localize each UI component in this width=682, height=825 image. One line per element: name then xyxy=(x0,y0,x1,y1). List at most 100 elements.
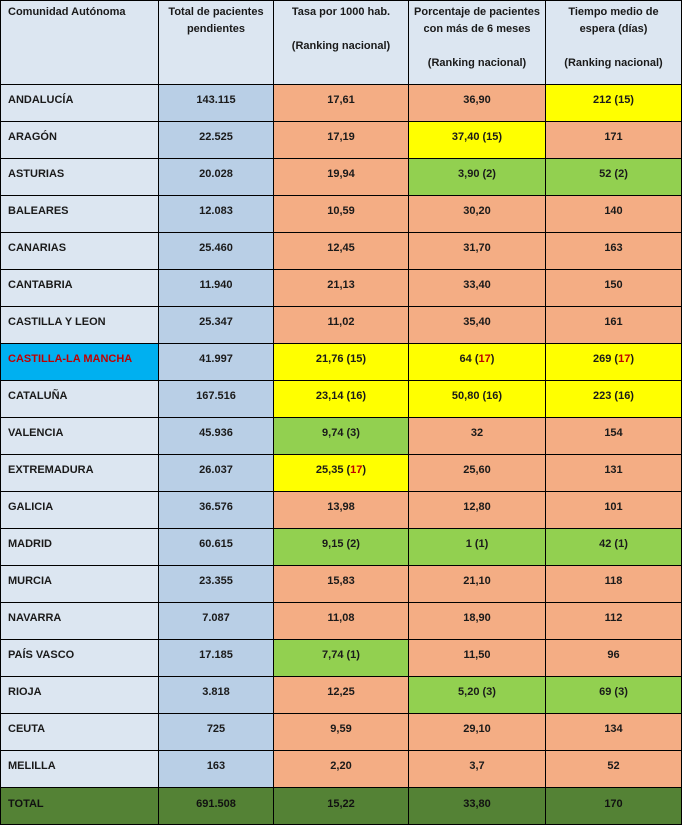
table-row: ANDALUCÍA 143.115 17,61 36,90 212 (15) xyxy=(0,84,682,122)
wait-cell: 223 (16) xyxy=(545,380,682,418)
total-cell: 143.115 xyxy=(158,84,274,122)
rate-cell: 25,35 (17) xyxy=(273,454,409,492)
total-cell: 25.460 xyxy=(158,232,274,270)
header-wait-time: Tiempo medio de espera (días) (Ranking n… xyxy=(545,0,682,85)
table-row: EXTREMADURA 26.037 25,35 (17) 25,60 131 xyxy=(0,454,682,492)
header-rate: Tasa por 1000 hab. (Ranking nacional) xyxy=(273,0,409,85)
table-row: MADRID 60.615 9,15 (2) 1 (1) 42 (1) xyxy=(0,528,682,566)
table-row: CANARIAS 25.460 12,45 31,70 163 xyxy=(0,232,682,270)
table-row: CEUTA 725 9,59 29,10 134 xyxy=(0,713,682,751)
table-row: CASTILLA Y LEON 25.347 11,02 35,40 161 xyxy=(0,306,682,344)
rate-cell: 2,20 xyxy=(273,750,409,788)
total-cell: 17.185 xyxy=(158,639,274,677)
pct-cell: 3,90 (2) xyxy=(408,158,546,196)
total-cell: 25.347 xyxy=(158,306,274,344)
pct-cell: 32 xyxy=(408,417,546,455)
wait-cell: 269 (17) xyxy=(545,343,682,381)
wait-cell: 52 xyxy=(545,750,682,788)
region-cell: MELILLA xyxy=(0,750,159,788)
rate-cell: 12,25 xyxy=(273,676,409,714)
wait-cell: 42 (1) xyxy=(545,528,682,566)
wait-cell: 101 xyxy=(545,491,682,529)
region-cell: CANTABRIA xyxy=(0,269,159,307)
rate-cell: 17,19 xyxy=(273,121,409,159)
region-cell: MADRID xyxy=(0,528,159,566)
wait-cell: 171 xyxy=(545,121,682,159)
pct-cell: 29,10 xyxy=(408,713,546,751)
region-cell: ANDALUCÍA xyxy=(0,84,159,122)
pct-cell: 64 (17) xyxy=(408,343,546,381)
total-cell: 725 xyxy=(158,713,274,751)
pct-cell: 1 (1) xyxy=(408,528,546,566)
header-percentage: Porcentaje de pacientes con más de 6 mes… xyxy=(408,0,546,85)
header-region: Comunidad Autónoma xyxy=(0,0,159,85)
total-cell: 41.997 xyxy=(158,343,274,381)
rate-cell: 21,13 xyxy=(273,269,409,307)
wait-cell: 118 xyxy=(545,565,682,603)
total-cell: 22.525 xyxy=(158,121,274,159)
wait-cell: 134 xyxy=(545,713,682,751)
pct-cell: 50,80 (16) xyxy=(408,380,546,418)
table-row: NAVARRA 7.087 11,08 18,90 112 xyxy=(0,602,682,640)
rate-cell: 9,74 (3) xyxy=(273,417,409,455)
pct-cell: 35,40 xyxy=(408,306,546,344)
wait-cell: 212 (15) xyxy=(545,84,682,122)
total-pct: 33,80 xyxy=(408,787,546,825)
total-cell: 167.516 xyxy=(158,380,274,418)
total-cell: 26.037 xyxy=(158,454,274,492)
rate-cell: 15,83 xyxy=(273,565,409,603)
rate-cell: 21,76 (15) xyxy=(273,343,409,381)
total-rate: 15,22 xyxy=(273,787,409,825)
total-cell: 11.940 xyxy=(158,269,274,307)
pct-cell: 30,20 xyxy=(408,195,546,233)
total-cell: 3.818 xyxy=(158,676,274,714)
table-row: BALEARES 12.083 10,59 30,20 140 xyxy=(0,195,682,233)
pct-cell: 11,50 xyxy=(408,639,546,677)
total-cell: 45.936 xyxy=(158,417,274,455)
pct-cell: 12,80 xyxy=(408,491,546,529)
rate-cell: 10,59 xyxy=(273,195,409,233)
total-cell: 36.576 xyxy=(158,491,274,529)
region-cell: RIOJA xyxy=(0,676,159,714)
region-cell: NAVARRA xyxy=(0,602,159,640)
region-cell-highlighted: CASTILLA-LA MANCHA xyxy=(0,343,159,381)
table-row: ARAGÓN 22.525 17,19 37,40 (15) 171 xyxy=(0,121,682,159)
wait-cell: 150 xyxy=(545,269,682,307)
total-cell: 20.028 xyxy=(158,158,274,196)
region-cell: CATALUÑA xyxy=(0,380,159,418)
total-cell: 163 xyxy=(158,750,274,788)
total-row: TOTAL 691.508 15,22 33,80 170 xyxy=(0,787,682,825)
total-patients: 691.508 xyxy=(158,787,274,825)
total-cell: 60.615 xyxy=(158,528,274,566)
table-row: CANTABRIA 11.940 21,13 33,40 150 xyxy=(0,269,682,307)
pct-cell: 37,40 (15) xyxy=(408,121,546,159)
rate-cell: 9,15 (2) xyxy=(273,528,409,566)
wait-cell: 161 xyxy=(545,306,682,344)
wait-cell: 140 xyxy=(545,195,682,233)
region-cell: PAÍS VASCO xyxy=(0,639,159,677)
rate-cell: 7,74 (1) xyxy=(273,639,409,677)
total-cell: 12.083 xyxy=(158,195,274,233)
wait-cell: 154 xyxy=(545,417,682,455)
total-label: TOTAL xyxy=(0,787,159,825)
rate-cell: 23,14 (16) xyxy=(273,380,409,418)
total-cell: 7.087 xyxy=(158,602,274,640)
wait-cell: 163 xyxy=(545,232,682,270)
wait-cell: 52 (2) xyxy=(545,158,682,196)
pct-cell: 36,90 xyxy=(408,84,546,122)
region-cell: CANARIAS xyxy=(0,232,159,270)
wait-cell: 131 xyxy=(545,454,682,492)
region-cell: MURCIA xyxy=(0,565,159,603)
region-cell: ASTURIAS xyxy=(0,158,159,196)
region-cell: EXTREMADURA xyxy=(0,454,159,492)
table-row: CATALUÑA 167.516 23,14 (16) 50,80 (16) 2… xyxy=(0,380,682,418)
rate-cell: 12,45 xyxy=(273,232,409,270)
region-cell: BALEARES xyxy=(0,195,159,233)
wait-cell: 69 (3) xyxy=(545,676,682,714)
region-cell: GALICIA xyxy=(0,491,159,529)
rate-cell: 13,98 xyxy=(273,491,409,529)
total-cell: 23.355 xyxy=(158,565,274,603)
table-row: ASTURIAS 20.028 19,94 3,90 (2) 52 (2) xyxy=(0,158,682,196)
header-row: Comunidad Autónoma Total de pacientes pe… xyxy=(0,0,682,85)
